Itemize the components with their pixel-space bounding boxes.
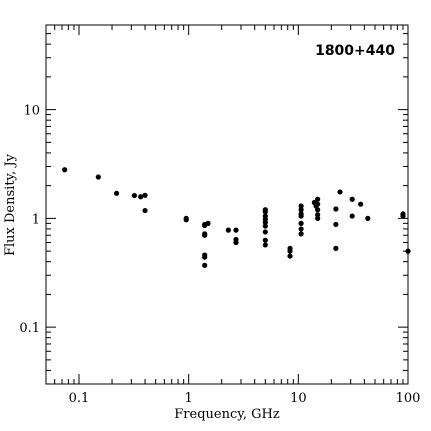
data-point [202,232,208,238]
data-point [262,242,268,248]
data-point [287,248,293,254]
data-point [205,220,211,226]
data-points [62,167,411,268]
data-point [225,227,231,233]
data-point [333,245,339,251]
data-point [349,213,355,219]
data-point [358,201,364,207]
data-point [298,231,304,237]
data-point [262,209,268,215]
data-point [131,192,138,199]
data-point [365,215,371,221]
data-point [183,217,189,223]
x-tick-label: 1 [185,391,193,406]
y-tick-label: 0.1 [19,321,40,336]
data-point [262,229,268,235]
data-point [287,253,293,259]
data-point [315,196,321,202]
data-point [298,226,304,232]
data-point [405,248,411,254]
data-point [315,201,321,207]
data-point [233,227,239,233]
x-tick-label: 10 [290,391,307,406]
data-point [349,196,355,202]
data-point [113,190,120,196]
x-tick-label: 0.1 [69,391,90,406]
chart-title: 1800+440 [315,43,395,59]
data-point [233,239,239,246]
axis-ticks [45,24,409,385]
data-point [298,213,304,219]
data-point [62,167,68,173]
data-point [315,207,321,213]
data-point [142,207,148,214]
y-axis-label: Flux Density, Jy [3,153,18,256]
data-point [262,223,268,229]
data-point [202,262,208,268]
data-point [138,194,144,200]
x-axis-label: Frequency, GHz [174,407,280,422]
data-point [333,206,339,212]
data-point [298,203,304,209]
x-tick-label: 100 [396,391,421,406]
data-point [337,189,343,195]
axis-tick-labels: 0.1 1 10 100 0.1 1 10 [19,104,420,406]
data-point [315,212,321,218]
data-point [298,220,304,226]
data-point [202,254,208,260]
data-point [95,174,101,180]
data-point [333,221,339,228]
data-point [142,192,148,198]
y-tick-label: 10 [23,104,40,119]
plot-frame [45,24,409,385]
data-point [298,207,304,213]
data-point [262,219,268,225]
data-point [315,215,321,221]
data-point [262,237,268,243]
data-point [400,213,406,219]
y-tick-label: 1 [32,212,40,227]
